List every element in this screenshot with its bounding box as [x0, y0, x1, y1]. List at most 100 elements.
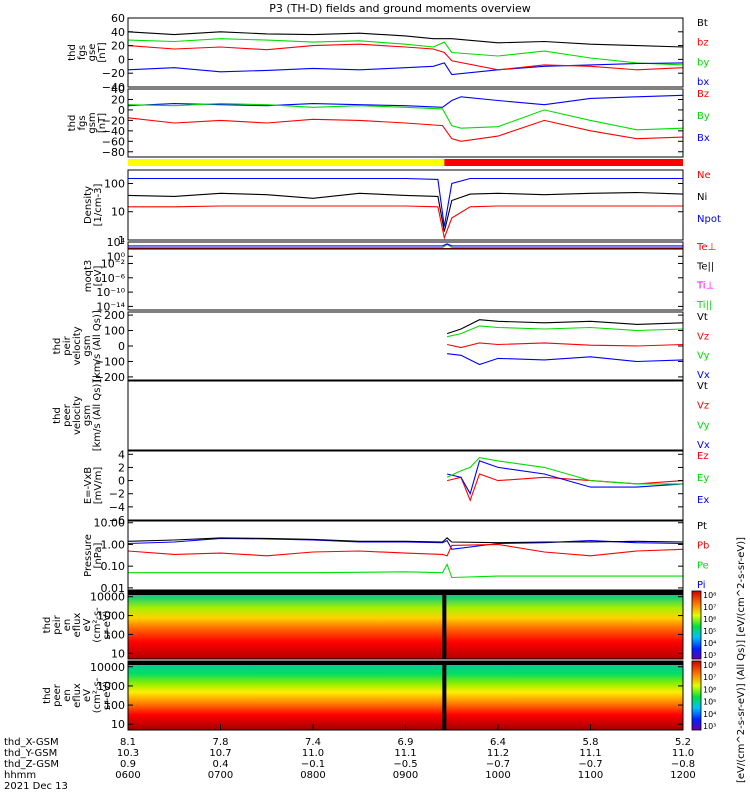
y-tick-label: 100 [104, 628, 125, 641]
x-annotation-value: 7.8 [213, 737, 229, 748]
y-axis-label: thd [67, 44, 78, 61]
x-annotation-value: −0.5 [393, 759, 417, 770]
series-line-1 [446, 460, 683, 496]
series-line-2 [446, 457, 683, 485]
panel-frame [127, 17, 684, 88]
y-tick-label: 1000 [97, 610, 125, 623]
y-axis-label: peir [62, 335, 73, 355]
series-line-3 [128, 563, 683, 579]
legend-entry: Ey [697, 473, 709, 484]
series-line-1 [128, 243, 683, 247]
y-axis-label: fgs [77, 45, 88, 60]
panel-pressure: 10.00 1.00 0.10 0.01 Pressure [nPa] Pt Pb Pe Pi [83, 517, 709, 595]
y-tick-label: 100 [104, 325, 125, 338]
x-annotation-value: 11.1 [394, 748, 416, 759]
y-axis-label: [nT] [97, 113, 108, 133]
y-axis-label: sr-eV) [102, 681, 113, 710]
legend-entry: By [697, 111, 710, 122]
x-annotation-value: 11.2 [487, 748, 509, 759]
y-axis-label: E=-VxB [83, 467, 94, 504]
y-axis-label: Density [83, 186, 94, 224]
x-annotation-value: −0.8 [671, 759, 695, 770]
y-tick-label: 10.00 [94, 517, 126, 530]
series-line-2 [128, 43, 683, 71]
y-tick-label: 20 [111, 40, 125, 53]
colorbar-tick-label: 10⁷ [703, 603, 716, 612]
y-tick-label: −2 [109, 488, 125, 501]
series-line-1 [446, 342, 683, 349]
series-line-2 [128, 117, 683, 142]
legend-entry: Ne [697, 170, 711, 181]
y-tick-label: 4 [118, 448, 125, 461]
y-axis-label: thd [52, 407, 63, 424]
series-line-0 [128, 537, 683, 550]
colorbar-tick-label: 10⁴ [703, 639, 716, 648]
x-annotation-label: thd_X-GSM [4, 737, 59, 748]
series-line-1 [128, 103, 683, 131]
x-annotation-label: thd_Z-GSM [4, 759, 59, 770]
y-axis-label: (cm²-s- [92, 607, 103, 643]
y-axis-label: (cm²-s- [92, 677, 103, 713]
y-tick-label: 10⁻² [101, 257, 125, 270]
x-annotation-value: 11.0 [672, 748, 694, 759]
y-axis-label: peer [52, 683, 63, 707]
y-tick-label: 60 [111, 12, 125, 25]
y-tick-label: −40 [102, 125, 125, 138]
y-tick-label: 10 [111, 647, 125, 660]
y-axis-label: peer [62, 403, 73, 427]
y-axis-label: gsm [87, 112, 98, 133]
y-tick-label: −20 [102, 114, 125, 127]
panel-peer_velocity: thd peer velocity gsm [km/s (All Qs)] Vt Vz Vy V… [52, 380, 710, 452]
mode-segment-0 [128, 159, 445, 166]
colorbar-scale [691, 660, 702, 731]
panel-frame [127, 380, 684, 451]
colorbar-tick-label: 10⁵ [703, 627, 716, 636]
y-tick-label: 0 [118, 104, 125, 117]
y-axis-label: gse [87, 44, 98, 62]
legend-entry: Bt [697, 18, 708, 29]
series-line-1 [128, 537, 683, 544]
y-axis-label: fgs [77, 115, 88, 130]
x-annotation-value: 0600 [115, 770, 140, 781]
y-tick-label: −200 [95, 371, 125, 384]
colorbar-tick-label: 10⁴ [703, 710, 716, 719]
x-annotation-value: −0.7 [486, 759, 510, 770]
legend-entry: Bx [697, 133, 710, 144]
colorbar-tick-label: 10⁸ [703, 661, 716, 670]
y-tick-label: 100 [104, 699, 125, 712]
x-annotation-value: 0700 [208, 770, 233, 781]
series-line-0 [128, 38, 683, 66]
y-tick-label: 2 [118, 461, 125, 474]
x-annotation-value: 10.3 [117, 748, 139, 759]
y-axis-label: peir [52, 614, 63, 634]
y-axis-label: sr-eV) [102, 610, 113, 639]
y-tick-label: 1 [118, 234, 125, 247]
top-energy-band [128, 661, 683, 665]
plot-title: P3 (TH-D) fields and ground moments over… [269, 2, 531, 15]
series-line-0 [128, 243, 683, 249]
panel-frame [127, 590, 684, 660]
series-line-3 [128, 31, 683, 48]
legend-entry: Vt [697, 312, 708, 323]
top-energy-band [128, 591, 683, 595]
colorbar-scale [691, 590, 702, 660]
legend-entry: Pt [697, 521, 707, 532]
panel-frame [127, 241, 684, 311]
x-annotation-value: 7.4 [305, 737, 321, 748]
legend-entry: bz [697, 38, 709, 49]
x-annotation-value: 1200 [670, 770, 695, 781]
legend-entry: Ti⊥ [696, 281, 714, 292]
y-tick-label: 20 [111, 93, 125, 106]
date-label: 2021 Dec 13 [4, 781, 68, 792]
y-tick-label: 10⁻¹⁰ [96, 286, 125, 299]
legend-entry: Te|| [696, 261, 714, 272]
x-annotation-value: 1100 [578, 770, 603, 781]
series-line-2 [128, 205, 683, 240]
legend-entry: Bz [697, 89, 709, 100]
legend-entry: Vt [697, 381, 708, 392]
